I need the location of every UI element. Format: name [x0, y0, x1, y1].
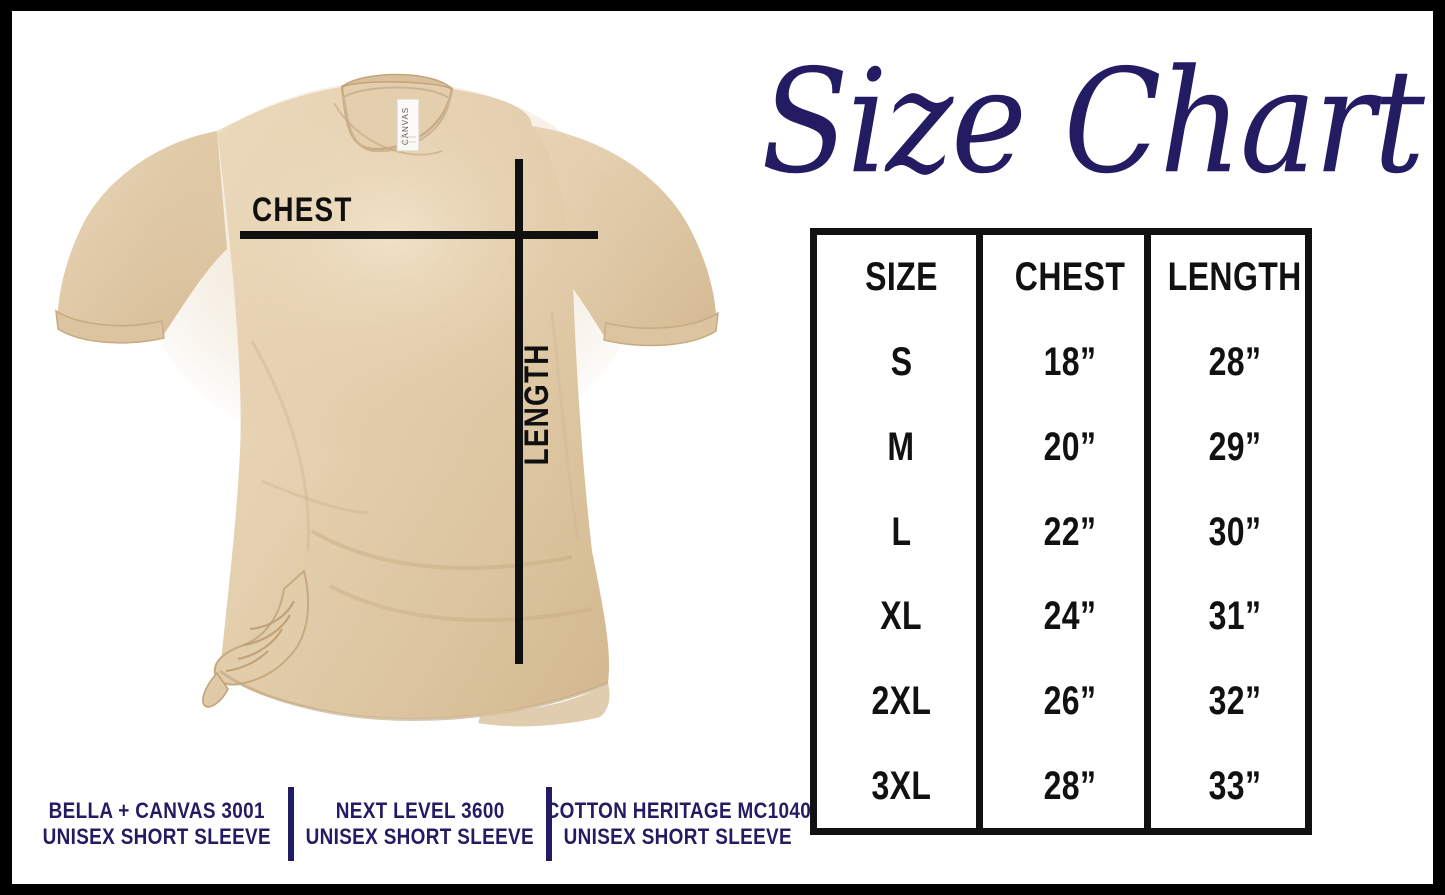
brand-subtitle: UNISEX SHORT SLEEVE [42, 824, 272, 849]
table-column-length: LENGTH 28” 29” 30” 31” 32” 33” [1144, 235, 1305, 828]
length-measure-line [515, 159, 523, 664]
table-cell-chest: 20” [1043, 424, 1097, 469]
table-cell-length: 33” [1208, 763, 1262, 808]
table-header-chest: CHEST [1015, 255, 1126, 300]
table-cell-chest: 22” [1043, 509, 1097, 554]
title-area: Size Chart [747, 35, 1433, 220]
table-cell-chest: 26” [1043, 678, 1097, 723]
table-cell-chest: 24” [1043, 594, 1097, 639]
table-column-chest: CHEST 18” 20” 22” 24” 26” 28” [975, 235, 1144, 828]
table-cell-length: 30” [1208, 509, 1262, 554]
table-row: 2XL [871, 678, 932, 723]
table-cell-length: 31” [1208, 594, 1262, 639]
svg-text:CANVAS: CANVAS [401, 107, 410, 145]
brand-divider [288, 787, 294, 861]
table-row: XL [880, 594, 923, 639]
brand-divider [546, 787, 552, 861]
length-measure-label: LENGTH [518, 343, 556, 466]
product-photo: CANVAS [12, 11, 772, 781]
brand-block-cotton-heritage: COTTON HERITAGE MC1040 UNISEX SHORT SLEE… [545, 798, 810, 850]
brand-strip: BELLA + CANVAS 3001 UNISEX SHORT SLEEVE … [26, 779, 810, 869]
table-row: S [890, 340, 913, 385]
table-cell-length: 28” [1208, 340, 1262, 385]
page-title: Size Chart [761, 39, 1425, 206]
brand-subtitle: UNISEX SHORT SLEEVE [305, 824, 535, 849]
chest-measure-label: CHEST [252, 191, 353, 229]
size-table: SIZE S M L XL 2XL 3XL CHEST 18” 20” 22” … [810, 228, 1312, 835]
table-header-length: LENGTH [1168, 255, 1302, 300]
table-cell-chest: 18” [1043, 340, 1097, 385]
table-cell-length: 29” [1208, 424, 1262, 469]
table-header-size: SIZE [864, 255, 938, 300]
measurement-overlay: CHEST LENGTH [12, 11, 772, 781]
table-cell-chest: 28” [1043, 763, 1097, 808]
brand-block-next-level: NEXT LEVEL 3600 UNISEX SHORT SLEEVE [294, 798, 546, 850]
table-row: M [887, 424, 915, 469]
table-row: L [891, 509, 912, 554]
brand-block-bella-canvas: BELLA + CANVAS 3001 UNISEX SHORT SLEEVE [26, 798, 288, 850]
table-column-size: SIZE S M L XL 2XL 3XL [817, 235, 976, 828]
brand-name: NEXT LEVEL 3600 [335, 798, 505, 824]
brand-subtitle: UNISEX SHORT SLEEVE [563, 824, 793, 849]
poster-canvas: CANVAS [12, 11, 1433, 884]
chest-measure-line [240, 231, 598, 239]
brand-name: BELLA + CANVAS 3001 [48, 798, 266, 824]
brand-name: COTTON HERITAGE MC1040 [545, 798, 811, 824]
table-cell-length: 32” [1208, 678, 1262, 723]
table-row: 3XL [871, 763, 932, 808]
